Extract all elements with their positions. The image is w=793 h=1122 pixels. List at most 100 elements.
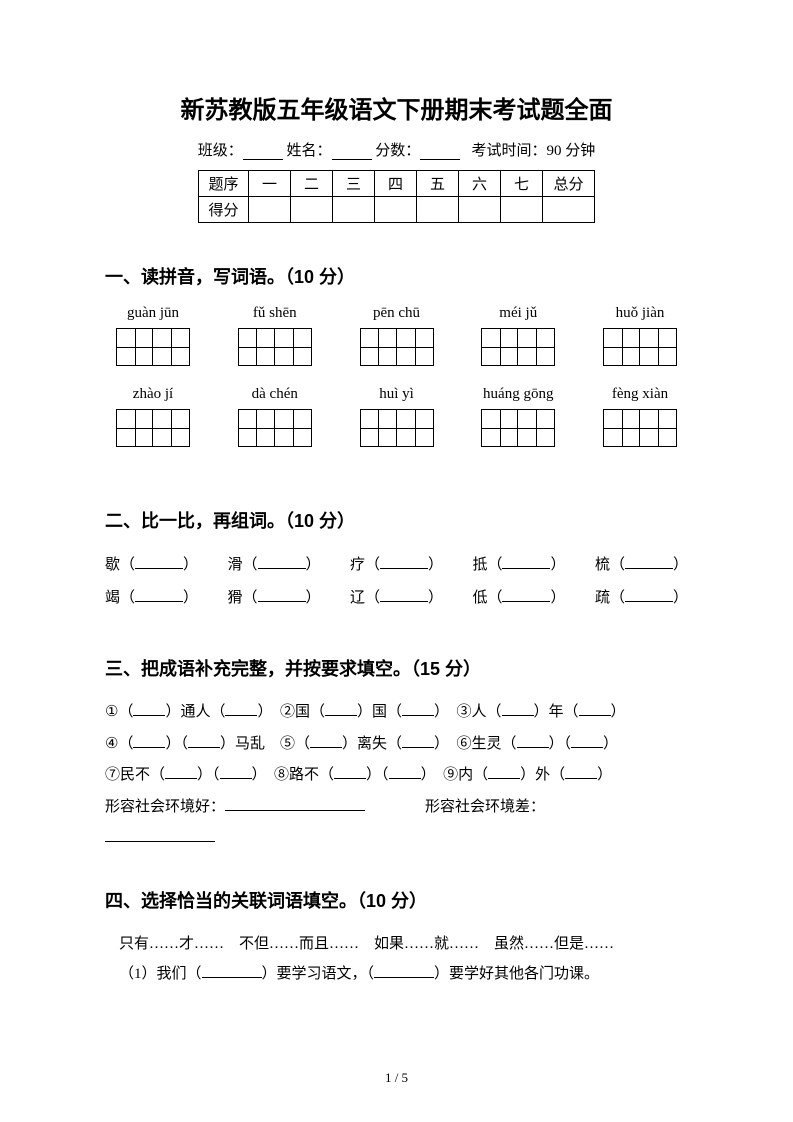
char-box[interactable] (603, 328, 677, 366)
pinyin-item: méi jǔ (470, 305, 566, 366)
fill-blank[interactable] (488, 764, 520, 779)
q3-text: ）国（ (357, 704, 402, 720)
score-cell[interactable] (375, 197, 417, 223)
pinyin-row-1: guàn jūn fǔ shēn pēn chū méi jǔ huǒ jiàn (105, 305, 688, 366)
fill-blank[interactable] (502, 701, 534, 716)
fill-blank[interactable] (258, 553, 306, 569)
q4-text: ）要学习语文，（ (262, 966, 375, 982)
score-cell[interactable] (291, 197, 333, 223)
score-cell-total[interactable] (543, 197, 595, 223)
fill-blank[interactable] (565, 764, 597, 779)
q3-line-5 (105, 823, 688, 855)
char-box[interactable] (603, 409, 677, 447)
fill-blank[interactable] (517, 733, 549, 748)
fill-blank[interactable] (165, 764, 197, 779)
pinyin-item: zhào jí (105, 386, 201, 447)
q1-title: 一、读拼音，写词语。（10 分） (105, 263, 688, 289)
fill-blank[interactable] (133, 701, 165, 716)
pinyin-text: huì yì (379, 386, 414, 403)
q3-text: ⑦民不（ (105, 767, 165, 783)
q3-text: ①（ (105, 704, 133, 720)
fill-blank[interactable] (571, 733, 603, 748)
fill-blank[interactable] (225, 796, 365, 811)
q3-text: ）通人（ (165, 704, 225, 720)
fill-blank[interactable] (225, 701, 257, 716)
fill-blank[interactable] (105, 827, 215, 842)
q2-row-1: 歇（） 滑（） 疗（） 抵（） 梳（） (105, 549, 688, 582)
fill-blank[interactable] (325, 701, 357, 716)
class-blank[interactable] (243, 144, 283, 160)
char-box[interactable] (116, 328, 190, 366)
score-cell[interactable] (249, 197, 291, 223)
q3-text: ） ⑧路不（ (252, 767, 335, 783)
q4-title: 四、选择恰当的关联词语填空。（10 分） (105, 887, 688, 913)
page-number: 1 / 5 (0, 1070, 793, 1086)
fill-blank[interactable] (380, 553, 428, 569)
char-box[interactable] (238, 409, 312, 447)
fill-blank[interactable] (202, 962, 262, 978)
q2-char: 竭 (105, 590, 120, 606)
char-box[interactable] (360, 409, 434, 447)
fill-blank[interactable] (402, 701, 434, 716)
q3-text: ） ③人（ (434, 704, 502, 720)
q3-line-2: ④（）（）马乱 ⑤（）离失（） ⑥生灵（）（） (105, 729, 688, 761)
pinyin-text: huǒ jiàn (616, 305, 665, 322)
fill-blank[interactable] (258, 586, 306, 602)
fill-blank[interactable] (135, 586, 183, 602)
score-cell[interactable] (333, 197, 375, 223)
fill-blank[interactable] (625, 553, 673, 569)
score-cell[interactable] (417, 197, 459, 223)
q2-char: 疗 (350, 557, 365, 573)
q4-option-text: 只有……才…… 不但……而且…… 如果……就…… 虽然……但是…… (119, 936, 614, 952)
q3-line-1: ①（）通人（） ②国（）国（） ③人（）年（） (105, 697, 688, 729)
fill-blank[interactable] (502, 586, 550, 602)
q2-char: 梳 (595, 557, 610, 573)
char-box[interactable] (116, 409, 190, 447)
col-header: 七 (501, 171, 543, 197)
q3-text: ）年（ (534, 704, 579, 720)
char-box[interactable] (481, 409, 555, 447)
fill-blank[interactable] (625, 586, 673, 602)
score-cell[interactable] (501, 197, 543, 223)
row-label: 得分 (199, 197, 249, 223)
fill-blank[interactable] (380, 586, 428, 602)
col-header: 五 (417, 171, 459, 197)
q3-text: ）外（ (520, 767, 565, 783)
char-box[interactable] (360, 328, 434, 366)
q2-char: 滑 (227, 557, 242, 573)
fill-blank[interactable] (220, 764, 252, 779)
name-blank[interactable] (332, 144, 372, 160)
score-cell[interactable] (459, 197, 501, 223)
name-label: 姓名： (286, 143, 331, 159)
info-line: 班级： 姓名： 分数： 考试时间：90 分钟 (105, 139, 688, 160)
q2-char: 低 (472, 590, 487, 606)
fill-blank[interactable] (133, 733, 165, 748)
fill-blank[interactable] (389, 764, 421, 779)
fill-blank[interactable] (502, 553, 550, 569)
q3-text: ） (597, 767, 612, 783)
fill-blank[interactable] (334, 764, 366, 779)
q3-text: ）（ (549, 736, 572, 752)
q2-char: 猾 (227, 590, 242, 606)
score-blank[interactable] (420, 144, 460, 160)
q4-text: ）要学好其他各门功课。 (434, 966, 599, 982)
exam-title: 新苏教版五年级语文下册期末考试题全面 (105, 90, 688, 125)
pinyin-text: guàn jūn (127, 305, 179, 322)
col-header: 六 (459, 171, 501, 197)
col-header: 一 (249, 171, 291, 197)
fill-blank[interactable] (402, 733, 434, 748)
col-header-total: 总分 (543, 171, 595, 197)
pinyin-text: fèng xiàn (612, 386, 668, 403)
pinyin-text: fǔ shēn (253, 305, 297, 322)
fill-blank[interactable] (374, 962, 434, 978)
q3-text: ）马乱 ⑤（ (220, 736, 310, 752)
fill-blank[interactable] (135, 553, 183, 569)
char-box[interactable] (481, 328, 555, 366)
char-box[interactable] (238, 328, 312, 366)
col-header: 四 (375, 171, 417, 197)
fill-blank[interactable] (188, 733, 220, 748)
q3-content: ①（）通人（） ②国（）国（） ③人（）年（） ④（）（）马乱 ⑤（）离失（） … (105, 697, 688, 855)
q3-text: ） (603, 736, 618, 752)
fill-blank[interactable] (579, 701, 611, 716)
fill-blank[interactable] (310, 733, 342, 748)
